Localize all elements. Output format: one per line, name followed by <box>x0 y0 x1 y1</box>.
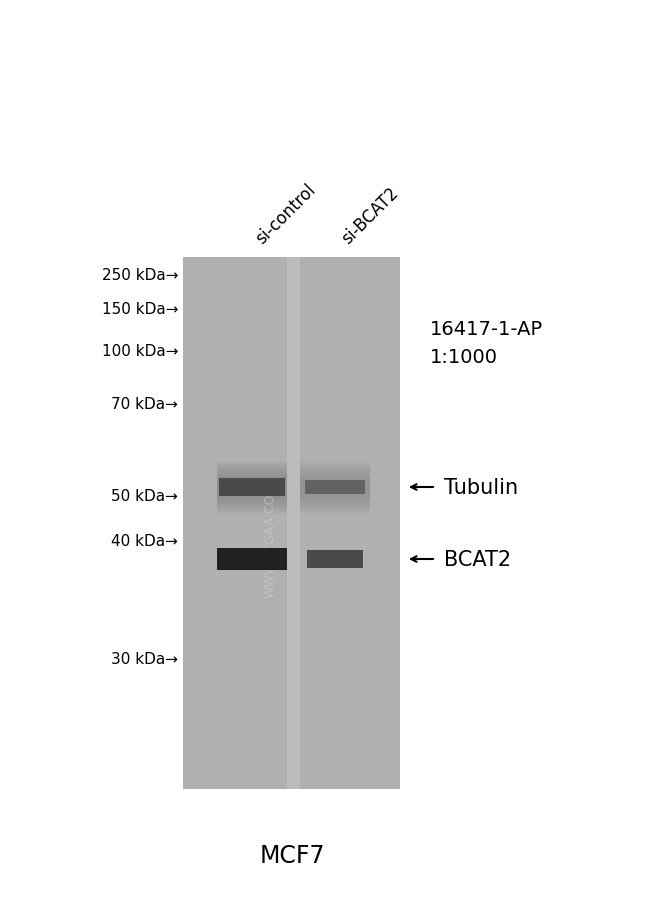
Text: si-control: si-control <box>252 180 319 248</box>
Bar <box>307 550 363 568</box>
Bar <box>305 481 365 494</box>
Bar <box>219 478 285 496</box>
Text: BCAT2: BCAT2 <box>444 549 511 569</box>
Text: 250 kDa→: 250 kDa→ <box>101 267 178 282</box>
Text: 70 kDa→: 70 kDa→ <box>111 397 178 412</box>
Bar <box>183 258 400 789</box>
Bar <box>287 258 300 789</box>
Bar <box>217 548 287 570</box>
Text: 16417-1-AP
1:1000: 16417-1-AP 1:1000 <box>430 319 543 366</box>
Text: 30 kDa→: 30 kDa→ <box>111 652 178 667</box>
Text: MCF7: MCF7 <box>259 843 324 867</box>
Text: 100 kDa→: 100 kDa→ <box>101 345 178 359</box>
Text: si-BCAT2: si-BCAT2 <box>338 184 402 248</box>
Text: Tubulin: Tubulin <box>444 477 518 497</box>
Text: 50 kDa→: 50 kDa→ <box>111 489 178 504</box>
Text: 40 kDa→: 40 kDa→ <box>111 534 178 549</box>
Text: 150 kDa→: 150 kDa→ <box>101 302 178 318</box>
Text: WWW.PTGAA.COM: WWW.PTGAA.COM <box>264 482 277 597</box>
